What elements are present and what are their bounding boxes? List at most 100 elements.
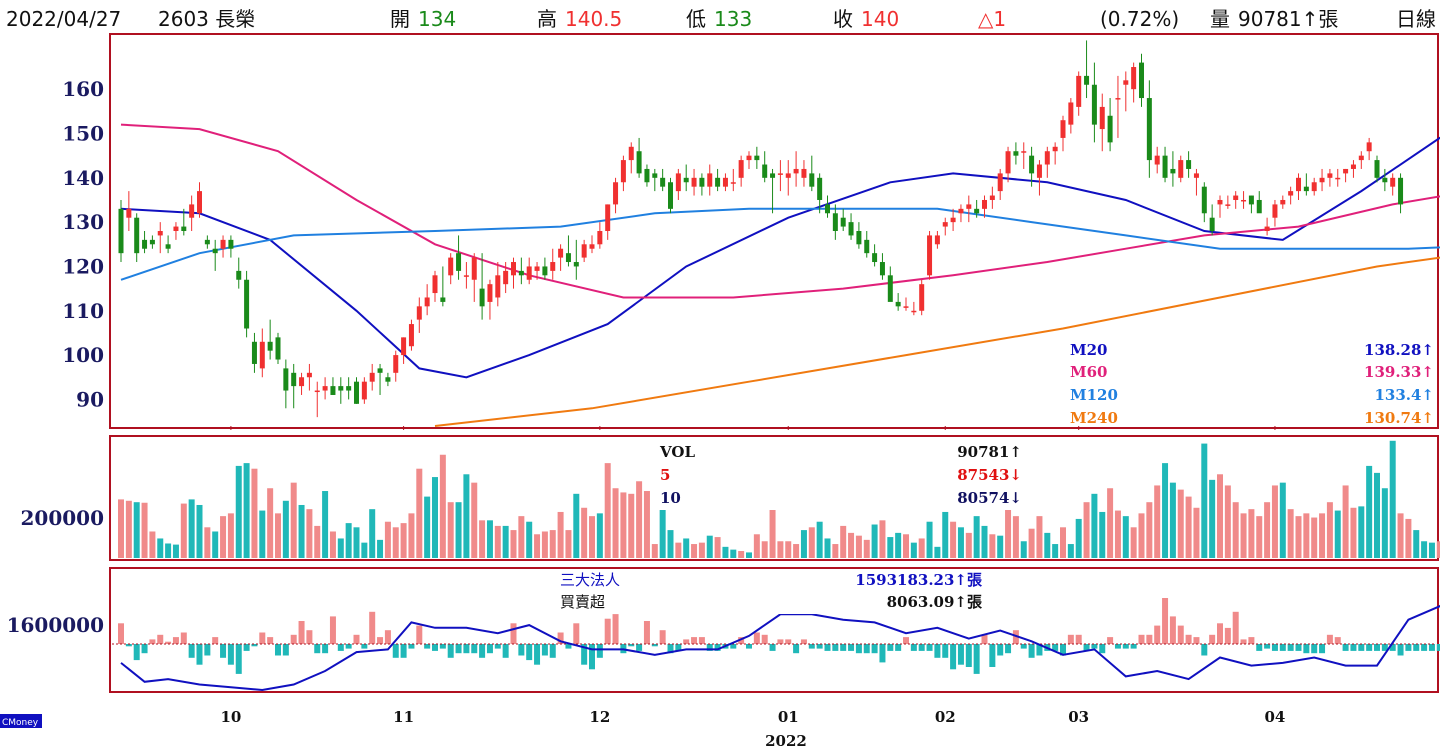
candle-body <box>1272 204 1278 218</box>
candle-body <box>613 182 619 205</box>
volume-bar <box>322 491 329 558</box>
institutional-bar <box>1075 634 1082 644</box>
x-tick-label: 04 <box>1265 708 1286 726</box>
volume-bar <box>1005 507 1012 558</box>
candle-body <box>299 377 305 387</box>
candle <box>942 217 948 236</box>
institutional-bar <box>1428 644 1435 651</box>
institutional-bar <box>1036 644 1043 656</box>
candle-body <box>1005 151 1011 174</box>
candle <box>573 239 579 280</box>
change-percent: (0.72%) <box>1100 7 1179 31</box>
institutional-bar <box>369 611 376 644</box>
candle-body <box>1091 84 1097 125</box>
volume-bar <box>1036 516 1043 558</box>
institutional-bar <box>1224 627 1231 644</box>
volume-bar <box>447 502 454 558</box>
institutional-bar <box>926 644 933 651</box>
institutional-bar <box>628 644 635 647</box>
candle <box>707 164 713 196</box>
institutional-bar <box>973 644 980 674</box>
x-tick-label: 01 <box>778 708 799 726</box>
volume-bar <box>1413 530 1420 558</box>
candle-body <box>416 306 422 320</box>
institutional-bar <box>1319 644 1326 654</box>
institutional-bar <box>1413 644 1420 651</box>
institutional-bar <box>1264 644 1271 649</box>
institutional-bar <box>541 644 548 656</box>
legend-vol-label: VOL <box>659 443 695 461</box>
volume-bar <box>840 525 847 558</box>
candle <box>1303 173 1309 196</box>
volume-bar <box>965 532 972 558</box>
candle-body <box>832 213 838 231</box>
institutional-bar <box>840 644 847 651</box>
institutional-bar <box>1209 634 1216 644</box>
institutional-bar <box>800 639 807 644</box>
candle-body <box>879 262 885 276</box>
volume-bar <box>667 530 674 558</box>
price-legend-box <box>1066 337 1436 427</box>
watermark-badge <box>0 714 42 728</box>
institutional-bar <box>432 644 438 651</box>
candle-body <box>275 337 281 360</box>
candle <box>291 363 297 409</box>
institutional-bar <box>322 644 329 654</box>
institutional-bar <box>581 644 588 665</box>
volume-bar <box>526 521 533 558</box>
volume-bar <box>259 510 266 558</box>
candle <box>801 160 807 187</box>
candle <box>1280 195 1286 209</box>
candle <box>275 332 281 364</box>
candle <box>142 231 148 254</box>
candle-body <box>220 239 226 249</box>
legend-m60-label: M60 <box>1070 363 1107 381</box>
institutional-bar <box>204 644 211 656</box>
volume-bar <box>942 511 949 558</box>
x-axis-year: 2022 <box>765 732 807 750</box>
volume-bar <box>463 474 470 558</box>
volume-bar <box>1358 506 1365 558</box>
price-y-tick: 90 <box>76 387 104 411</box>
price-y-tick: 130 <box>62 210 104 234</box>
candle <box>864 231 870 258</box>
volume-bar <box>1107 488 1114 558</box>
candle-body <box>903 306 909 308</box>
volume-bar <box>698 542 705 558</box>
candle-body <box>354 381 359 404</box>
institutional-bar <box>384 630 391 644</box>
candle-body <box>314 390 320 393</box>
volume-bar <box>1366 465 1373 558</box>
candle <box>982 195 987 218</box>
candle <box>605 204 611 240</box>
price-y-tick: 150 <box>62 122 104 146</box>
candle <box>471 253 477 302</box>
institutional-bar <box>455 644 462 654</box>
institutional-bar <box>1146 634 1153 644</box>
candle-body <box>1225 204 1231 206</box>
institutional-bar <box>141 644 148 654</box>
candle <box>927 231 933 280</box>
institutional-bar <box>895 644 902 651</box>
institutional-bar <box>769 644 776 651</box>
candle-body <box>244 279 250 329</box>
candle <box>440 266 446 307</box>
institutional-bar <box>659 630 666 644</box>
candle-body <box>974 208 980 214</box>
legend-net-label: 買賣超 <box>560 593 605 611</box>
candle <box>1319 168 1325 192</box>
institutional-bar <box>1122 644 1129 649</box>
candle <box>416 297 422 333</box>
candle-body <box>1201 186 1207 214</box>
candle <box>322 377 328 400</box>
institutional-bar <box>1028 644 1035 658</box>
candle-body <box>605 204 611 231</box>
candle <box>699 173 705 196</box>
volume-bar <box>1075 518 1082 558</box>
candle <box>613 177 619 214</box>
volume-bar <box>1044 532 1051 558</box>
institutional-bar <box>157 634 164 644</box>
candle-body <box>997 173 1003 192</box>
institutional-bar <box>1099 644 1106 654</box>
candle <box>589 235 595 254</box>
